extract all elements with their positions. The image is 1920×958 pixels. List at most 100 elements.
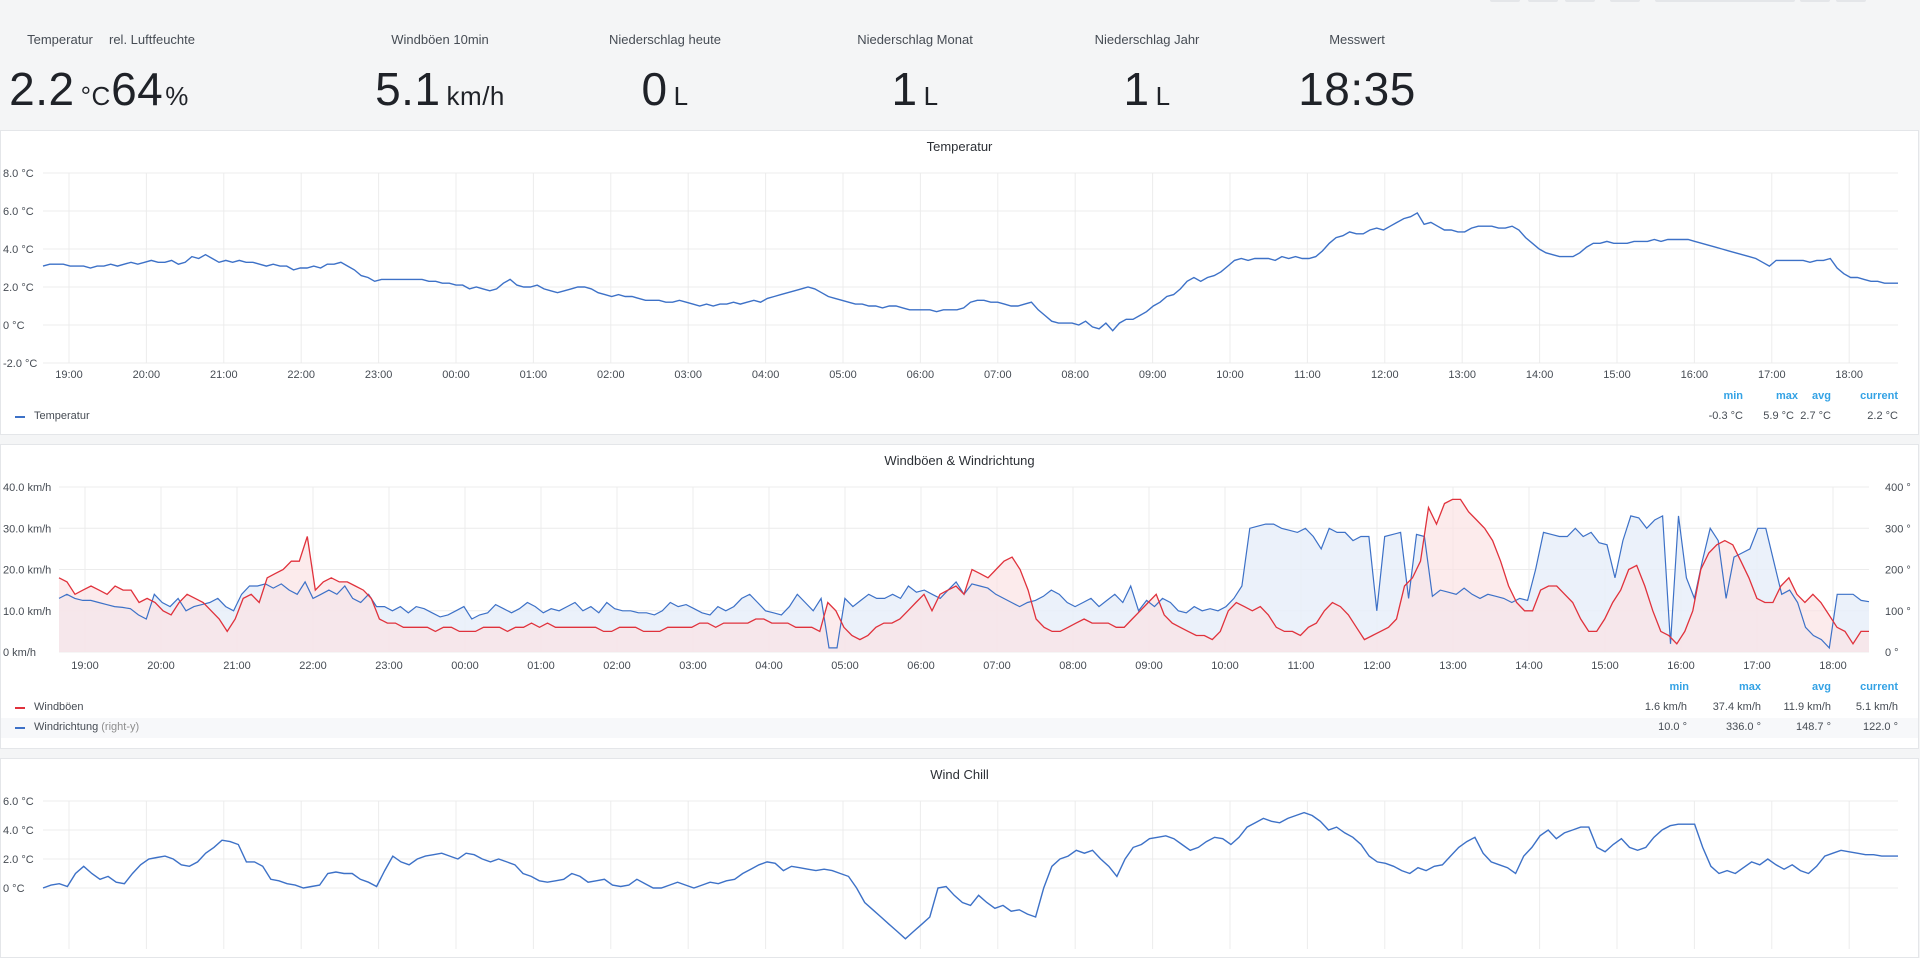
wind-chart[interactable]: 40.0 km/h 30.0 km/h 20.0 km/h 10.0 km/h 0 km… bbox=[1, 445, 1920, 675]
time-range-picker[interactable] bbox=[1655, 0, 1795, 2]
x-tick-label: 02:00 bbox=[597, 369, 625, 381]
topbar-button[interactable] bbox=[1528, 0, 1558, 2]
x-tick-label: 09:00 bbox=[1139, 369, 1167, 381]
x-tick-label: 12:00 bbox=[1363, 660, 1391, 672]
panel-title[interactable]: Temperatur bbox=[926, 139, 993, 154]
x-tick-label: 18:00 bbox=[1835, 369, 1863, 381]
stat-value: 64% bbox=[111, 63, 189, 115]
x-tick-label: 22:00 bbox=[287, 369, 315, 381]
x-tick-label: 01:00 bbox=[527, 660, 555, 672]
y-tick-label: 2.0 °C bbox=[3, 282, 34, 294]
x-tick-label: 04:00 bbox=[755, 660, 783, 672]
x-tick-label: 14:00 bbox=[1515, 660, 1543, 672]
legend-header-current[interactable]: current bbox=[1860, 681, 1898, 693]
legend-header-avg[interactable]: avg bbox=[1812, 390, 1831, 402]
x-tick-label: 06:00 bbox=[907, 660, 935, 672]
x-tick-label: 11:00 bbox=[1294, 369, 1321, 381]
legend-series-name: Windböen bbox=[34, 701, 84, 713]
legend-swatch bbox=[15, 707, 25, 709]
temperature-chart[interactable]: 8.0 °C 6.0 °C 4.0 °C 2.0 °C 0 °C -2.0 °C 19:00… bbox=[1, 131, 1920, 381]
y-tick-label-right: 300 ° bbox=[1885, 523, 1911, 535]
legend-series-name: Temperatur bbox=[34, 410, 90, 422]
refresh-button[interactable] bbox=[1800, 0, 1830, 2]
zoom-out-button[interactable] bbox=[1836, 0, 1866, 2]
x-tick-label: 17:00 bbox=[1743, 660, 1771, 672]
y-tick-label: 4.0 °C bbox=[3, 244, 34, 256]
x-tick-label: 10:00 bbox=[1211, 660, 1239, 672]
legend-row-wind-gusts[interactable]: Windböen 1.6 km/h 37.4 km/h 11.9 km/h 5.… bbox=[1, 698, 1918, 718]
x-tick-label: 15:00 bbox=[1591, 660, 1619, 672]
x-tick-label: 03:00 bbox=[679, 660, 707, 672]
x-tick-label: 10:00 bbox=[1216, 369, 1244, 381]
y-tick-label: 30.0 km/h bbox=[3, 523, 51, 535]
y-tick-label: 10.0 km/h bbox=[3, 606, 51, 618]
topbar-button[interactable] bbox=[1610, 0, 1640, 2]
series-line-temperature bbox=[42, 211, 1898, 332]
legend-min: 10.0 ° bbox=[1658, 721, 1687, 733]
y-tick-label: 8.0 °C bbox=[3, 168, 34, 180]
x-tick-label: 00:00 bbox=[442, 369, 470, 381]
x-tick-label: 16:00 bbox=[1667, 660, 1695, 672]
panel-title[interactable]: Windböen & Windrichtung bbox=[884, 453, 1035, 468]
panel-temperature: Temperatur 8.0 °C 6.0 °C 4.0 °C 2.0 °C 0 °C -… bbox=[0, 130, 1919, 435]
series-area-wind-gusts bbox=[59, 499, 1869, 652]
x-tick-label: 19:00 bbox=[71, 660, 99, 672]
stat-value: 2.2 °C bbox=[9, 63, 111, 115]
stat-label: Windböen 10min bbox=[391, 32, 489, 47]
y-tick-label: -2.0 °C bbox=[3, 358, 37, 370]
series-line-windchill bbox=[42, 811, 1898, 940]
legend-avg: 148.7 ° bbox=[1796, 721, 1831, 733]
legend-current: 122.0 ° bbox=[1863, 721, 1898, 733]
y-tick-label-right: 100 ° bbox=[1885, 606, 1911, 618]
legend-header-avg[interactable]: avg bbox=[1812, 681, 1831, 693]
panel-windchill: Wind Chill 6.0 °C 4.0 °C 2.0 °C 0 °C bbox=[0, 758, 1919, 958]
x-tick-label: 06:00 bbox=[907, 369, 935, 381]
legend-header-min[interactable]: min bbox=[1723, 390, 1743, 402]
legend-avg: 11.9 km/h bbox=[1783, 701, 1832, 713]
y-tick-label-right: 0 ° bbox=[1885, 647, 1899, 659]
legend-header-current[interactable]: current bbox=[1860, 390, 1898, 402]
legend-header-min[interactable]: min bbox=[1669, 681, 1689, 693]
x-tick-label: 20:00 bbox=[133, 369, 161, 381]
x-tick-label: 08:00 bbox=[1061, 369, 1089, 381]
x-tick-label: 00:00 bbox=[451, 660, 479, 672]
y-tick-label: 2.0 °C bbox=[3, 854, 34, 866]
y-tick-label: 0 km/h bbox=[3, 647, 36, 659]
y-tick-label: 6.0 °C bbox=[3, 206, 34, 218]
y-tick-label-right: 400 ° bbox=[1885, 482, 1911, 494]
y-tick-label: 4.0 °C bbox=[3, 825, 34, 837]
y-tick-label: 40.0 km/h bbox=[3, 482, 51, 494]
legend-header-max[interactable]: max bbox=[1738, 681, 1761, 693]
x-tick-label: 02:00 bbox=[603, 660, 631, 672]
x-tick-label: 11:00 bbox=[1288, 660, 1315, 672]
legend-row-temperature[interactable]: Temperatur -0.3 °C 5.9 °C 2.7 °C 2.2 °C bbox=[1, 407, 1918, 427]
legend-avg: 2.7 °C bbox=[1800, 410, 1831, 422]
x-tick-label: 21:00 bbox=[210, 369, 238, 381]
topbar-button[interactable] bbox=[1565, 0, 1595, 2]
panel-title[interactable]: Wind Chill bbox=[930, 767, 989, 782]
topbar-button[interactable] bbox=[1490, 0, 1520, 2]
x-tick-label: 13:00 bbox=[1439, 660, 1467, 672]
panel-wind: Windböen & Windrichtung 40.0 km/h 30.0 km… bbox=[0, 444, 1919, 749]
x-tick-label: 17:00 bbox=[1758, 369, 1786, 381]
legend-row-wind-direction[interactable]: Windrichtung (right-y) 10.0 ° 336.0 ° 14… bbox=[1, 718, 1918, 738]
legend-series-name: Windrichtung (right-y) bbox=[34, 721, 140, 733]
stat-label: Messwert bbox=[1329, 32, 1385, 47]
x-tick-label: 13:00 bbox=[1448, 369, 1476, 381]
y-tick-label: 20.0 km/h bbox=[3, 565, 51, 577]
legend-swatch bbox=[15, 727, 25, 729]
x-tick-label: 16:00 bbox=[1681, 369, 1709, 381]
legend-header-max[interactable]: max bbox=[1775, 390, 1798, 402]
legend-min: -0.3 °C bbox=[1708, 410, 1743, 422]
x-tick-label: 09:00 bbox=[1135, 660, 1163, 672]
x-tick-label: 07:00 bbox=[983, 660, 1011, 672]
x-tick-label: 18:00 bbox=[1819, 660, 1847, 672]
legend-max: 5.9 °C bbox=[1763, 410, 1794, 422]
x-tick-label: 20:00 bbox=[147, 660, 175, 672]
x-tick-label: 03:00 bbox=[674, 369, 702, 381]
windchill-chart[interactable]: 6.0 °C 4.0 °C 2.0 °C 0 °C bbox=[1, 759, 1920, 949]
x-tick-label: 08:00 bbox=[1059, 660, 1087, 672]
